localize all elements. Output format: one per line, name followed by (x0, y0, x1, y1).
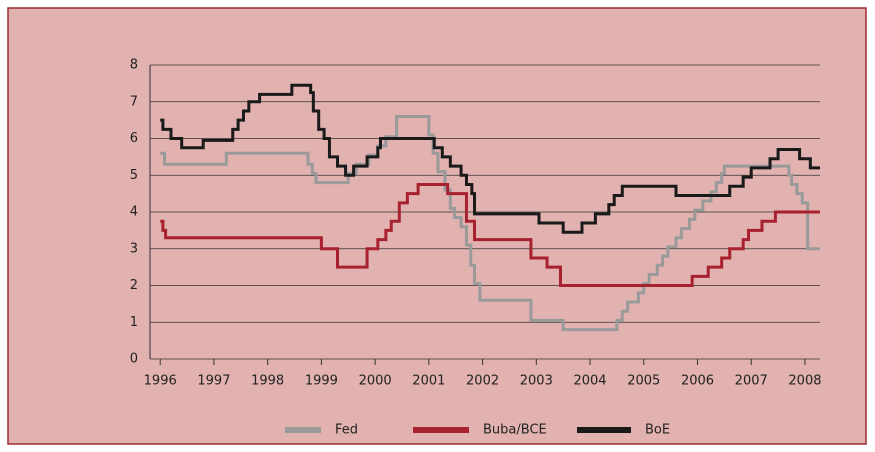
x-tick-label: 1997 (197, 374, 230, 389)
series-line (160, 83, 820, 234)
series-line (160, 182, 820, 287)
x-tick-label: 2002 (466, 374, 499, 389)
x-tick-label: 2008 (788, 374, 821, 389)
x-tick-label: 2001 (412, 374, 445, 389)
x-tick-label: 1998 (251, 374, 284, 389)
y-tick-label: 5 (130, 168, 138, 183)
x-tick-label: 2007 (735, 374, 768, 389)
x-tick-label: 1996 (144, 374, 177, 389)
legend-label: Fed (335, 423, 358, 438)
y-tick-label: 1 (130, 315, 138, 330)
x-tick-label: 2006 (681, 374, 714, 389)
legend-label: Buba/BCE (483, 423, 547, 438)
x-tick-label: 1999 (305, 374, 338, 389)
y-tick-label: 8 (130, 58, 138, 73)
y-tick-label: 0 (130, 352, 138, 367)
x-tick-label: 2000 (359, 374, 392, 389)
y-tick-label: 7 (130, 94, 138, 109)
x-tick-label: 2005 (627, 374, 660, 389)
chart-frame (7, 7, 867, 445)
x-tick-label: 2003 (520, 374, 553, 389)
x-tick-label: 2004 (573, 374, 606, 389)
y-tick-label: 2 (130, 278, 138, 293)
y-tick-label: 6 (130, 131, 138, 146)
legend-label: BoE (645, 423, 670, 438)
y-tick-label: 3 (130, 241, 138, 256)
y-tick-label: 4 (130, 205, 138, 220)
